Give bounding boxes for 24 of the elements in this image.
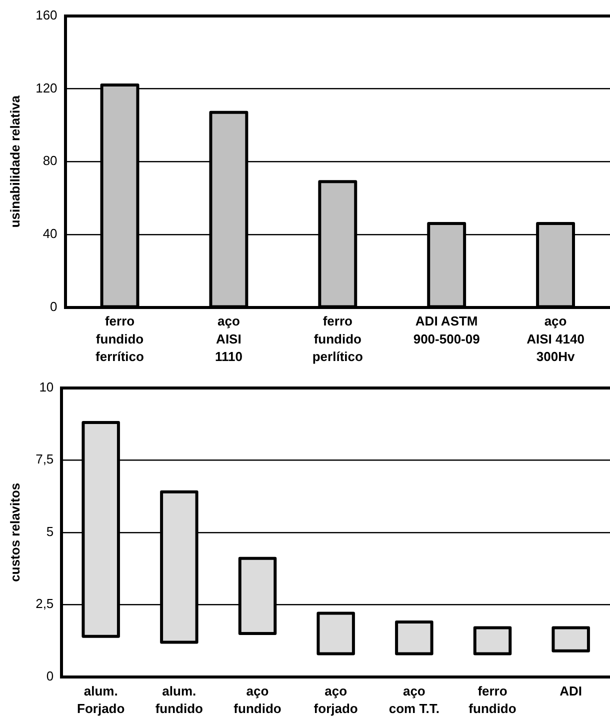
y-tick-label: 0 bbox=[46, 668, 54, 684]
x-tick-label: ferro fundido bbox=[468, 683, 516, 716]
x-tick-label: alum. fundido bbox=[155, 683, 204, 716]
x-tick-label: aço AISI 4140 300Hv bbox=[526, 314, 584, 364]
x-tick-label: ADI ASTM 900-500-09 bbox=[413, 314, 480, 346]
x-tick-label: alum. Forjado bbox=[77, 683, 125, 716]
y-tick-label: 160 bbox=[36, 7, 58, 22]
x-tick-label: aço forjado bbox=[314, 683, 358, 716]
y-tick-label: 10 bbox=[39, 379, 54, 394]
y-axis-title: usinabilidade relativa bbox=[7, 94, 22, 228]
x-tick-label: aço fundido bbox=[234, 683, 282, 716]
y-tick-label: 40 bbox=[42, 226, 58, 242]
y-tick-label: 120 bbox=[36, 80, 58, 96]
y-tick-label: 5 bbox=[46, 524, 54, 539]
y-axis-title: custos relavitos bbox=[7, 482, 22, 582]
x-tick-label: ferro fundido ferrítico bbox=[96, 314, 144, 364]
x-tick-label: ferro fundido perlítico bbox=[312, 314, 363, 364]
y-tick-label: 2,5 bbox=[36, 596, 54, 612]
x-tick-label: ADI bbox=[560, 683, 582, 698]
y-tick-label: 0 bbox=[50, 298, 58, 314]
y-tick-label: 80 bbox=[42, 153, 58, 168]
x-tick-label: aço com T.T. bbox=[388, 683, 440, 716]
y-tick-label: 7,5 bbox=[36, 452, 54, 467]
x-tick-label: aço AISI 1110 bbox=[214, 314, 242, 364]
